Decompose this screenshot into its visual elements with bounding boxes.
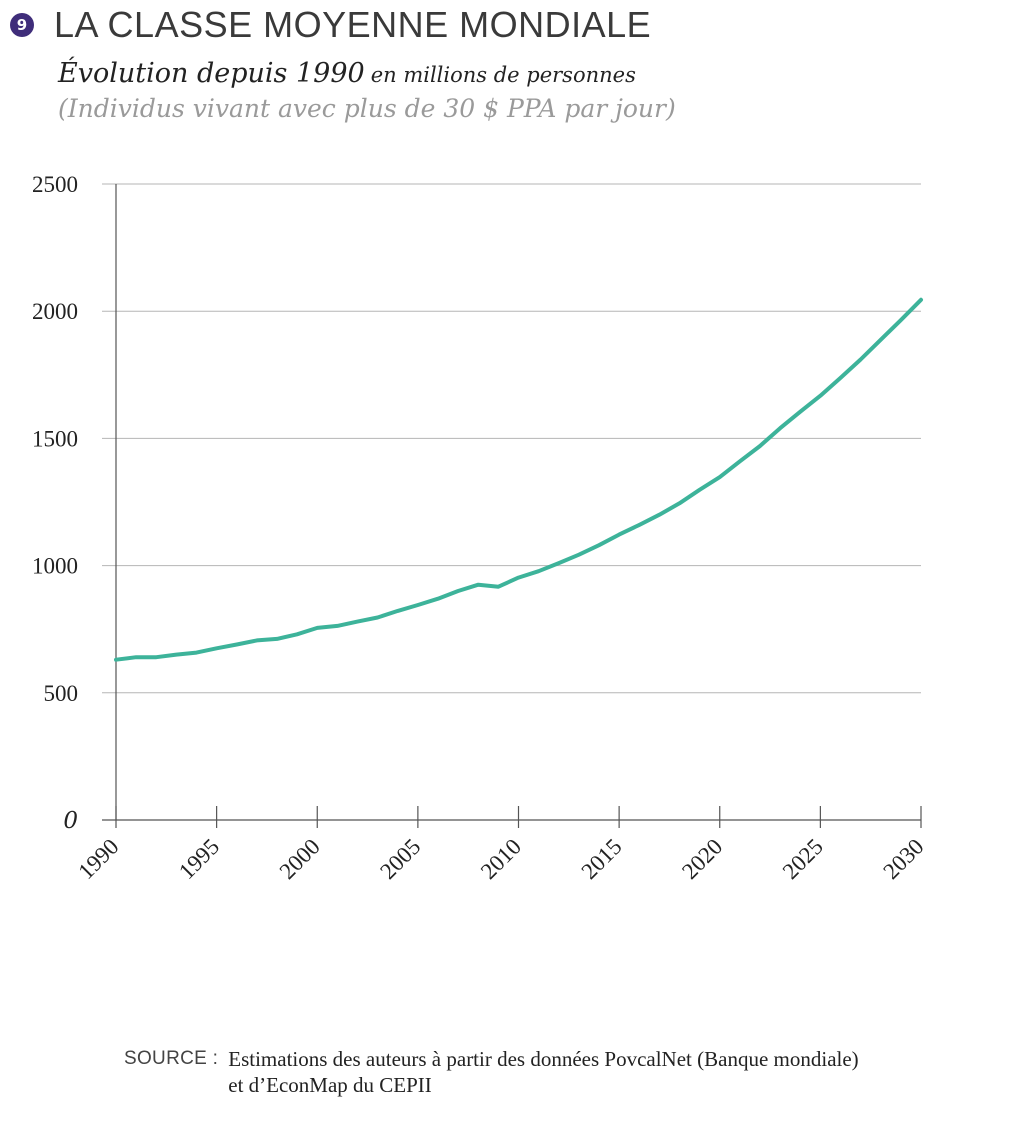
x-tick-label: 1995 xyxy=(174,834,224,884)
x-tick-label: 2025 xyxy=(778,834,828,884)
subtitle-main: Évolution depuis 1990 xyxy=(58,58,365,89)
figure-number-badge: 9 xyxy=(10,13,34,37)
grid-lines xyxy=(102,183,921,694)
subtitle-unit: en millions de personnes xyxy=(370,63,636,87)
y-tick-label: 1500 xyxy=(32,426,78,451)
x-tick-label: 2000 xyxy=(275,834,325,884)
y-tick-label: 1000 xyxy=(32,554,78,579)
x-tick-label: 1990 xyxy=(73,834,123,884)
line-chart: 0 500 1000 1500 2000 2500 1990 1995 2000 2005 201… xyxy=(32,172,929,884)
source-note: SOURCE : Estimations des auteurs à parti… xyxy=(124,1046,859,1098)
source-line-2: et d’EconMap du CEPII xyxy=(228,1073,432,1097)
y-tick-label: 0 xyxy=(63,808,78,834)
series-line xyxy=(114,297,923,662)
axes xyxy=(102,184,922,828)
subtitle-note: (Individus vivant avec plus de 30 $ PPA … xyxy=(58,94,676,123)
x-tick-label: 2005 xyxy=(375,834,425,884)
x-tick-label: 2030 xyxy=(878,834,928,884)
chart-title: LA CLASSE MOYENNE MONDIALE xyxy=(54,4,652,45)
x-tick-labels: 1990 1995 2000 2005 2010 2015 2020 2025 2030 xyxy=(73,834,928,884)
chart-header: 9 LA CLASSE MOYENNE MONDIALE xyxy=(10,4,651,46)
source-line-1: Estimations des auteurs à partir des don… xyxy=(228,1047,859,1071)
x-tick-label: 2020 xyxy=(677,834,727,884)
x-tick-label: 2015 xyxy=(576,834,626,884)
chart-subtitle: Évolution depuis 1990 en millions de pers… xyxy=(58,58,636,89)
source-text: Estimations des auteurs à partir des don… xyxy=(228,1046,858,1098)
y-tick-label: 500 xyxy=(44,681,79,706)
y-tick-label: 2500 xyxy=(32,172,78,197)
series-layer xyxy=(114,297,923,662)
y-tick-labels: 0 500 1000 1500 2000 2500 xyxy=(32,172,78,834)
y-tick-label: 2000 xyxy=(32,299,78,324)
x-tick-label: 2010 xyxy=(476,834,526,884)
source-label: SOURCE : xyxy=(124,1048,219,1069)
